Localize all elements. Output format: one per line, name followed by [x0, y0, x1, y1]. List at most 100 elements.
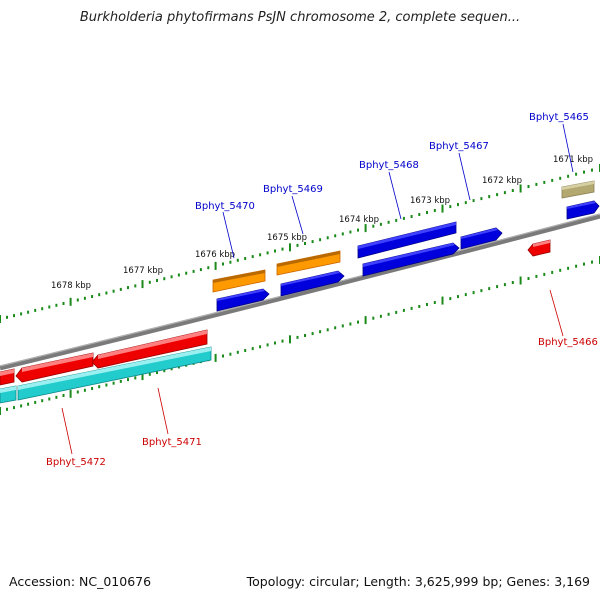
minor-tick	[480, 197, 483, 201]
leader-5470	[222, 211, 235, 259]
minor-tick	[236, 258, 239, 262]
minor-tick	[472, 291, 475, 295]
minor-tick	[527, 185, 530, 188]
cds-5473[interactable]	[0, 385, 17, 404]
minor-tick	[480, 289, 483, 293]
minor-tick	[192, 269, 195, 273]
minor-tick	[185, 271, 188, 275]
minor-tick	[395, 310, 398, 314]
minor-tick	[236, 350, 239, 354]
minor-tick	[535, 274, 538, 278]
gene-feature-5473[interactable]	[0, 368, 15, 386]
minor-tick	[112, 289, 115, 293]
minor-tick	[511, 281, 514, 284]
gene-label-5466[interactable]: Bphyt_5466	[538, 337, 598, 348]
minor-tick	[357, 320, 359, 324]
minor-tick	[319, 238, 322, 242]
gene-feature-5470-upper[interactable]	[212, 269, 266, 293]
gene-label-5469[interactable]: Bphyt_5469	[263, 184, 323, 195]
minor-tick	[379, 314, 382, 318]
cds-5469[interactable]	[280, 270, 345, 297]
minor-tick	[222, 262, 224, 266]
gene-feature-5466[interactable]	[527, 239, 551, 257]
minor-tick	[148, 280, 151, 284]
minor-tick	[503, 283, 506, 287]
minor-tick	[304, 242, 306, 245]
cds-5467[interactable]	[460, 227, 503, 250]
leader-5472	[61, 407, 73, 455]
minor-tick	[334, 234, 337, 238]
minor-tick	[134, 376, 137, 380]
scale-label-1675: 1675 kbp	[267, 233, 307, 243]
cds-5470[interactable]	[216, 288, 270, 312]
minor-tick	[527, 277, 530, 280]
minor-tick	[296, 335, 299, 339]
minor-tick	[105, 291, 108, 295]
minor-tick	[402, 216, 405, 220]
cds-5465[interactable]	[566, 200, 600, 220]
minor-tick	[472, 199, 475, 203]
minor-tick	[296, 243, 299, 247]
minor-tick	[349, 230, 352, 234]
gene-label-5467[interactable]: Bphyt_5467	[429, 141, 489, 152]
gene-label-5471[interactable]: Bphyt_5471	[142, 437, 202, 448]
gene-label-5468[interactable]: Bphyt_5468	[359, 160, 419, 171]
minor-tick	[259, 253, 262, 257]
minor-tick	[567, 174, 570, 178]
minor-tick	[311, 240, 314, 244]
minor-tick	[119, 379, 122, 383]
gene-feature-5465-upper[interactable]	[561, 180, 595, 199]
minor-tick	[395, 218, 398, 222]
minor-tick	[199, 268, 202, 272]
minor-tick	[319, 330, 322, 334]
leader-5466	[549, 289, 564, 337]
minor-tick	[426, 303, 428, 306]
major-tick	[141, 372, 144, 381]
minor-tick	[387, 220, 390, 224]
minor-tick	[496, 193, 499, 197]
minor-tick	[433, 209, 436, 212]
minor-tick	[55, 303, 58, 307]
minor-tick	[119, 287, 122, 291]
minor-tick	[341, 232, 344, 236]
minor-tick	[112, 381, 115, 385]
gene-feature-5469-upper[interactable]	[276, 250, 341, 276]
minor-tick	[583, 170, 585, 174]
major-tick	[289, 335, 291, 344]
major-tick	[141, 280, 144, 289]
minor-tick	[379, 222, 382, 226]
gene-feature-5472[interactable]	[15, 352, 94, 383]
minor-tick	[559, 176, 562, 180]
minor-tick	[163, 369, 166, 373]
cds-5471-5472[interactable]	[17, 346, 212, 401]
minor-tick	[98, 293, 101, 297]
minor-tick	[41, 399, 44, 403]
major-tick	[519, 276, 522, 285]
gene-label-5472[interactable]: Bphyt_5472	[46, 457, 106, 468]
minor-tick	[410, 306, 413, 310]
cds-5468-a[interactable]	[357, 221, 457, 259]
minor-tick	[496, 285, 499, 289]
minor-tick	[91, 295, 94, 298]
minor-tick	[418, 305, 421, 308]
minor-tick	[251, 347, 254, 351]
minor-tick	[281, 339, 284, 343]
minor-tick	[357, 228, 359, 232]
minor-tick	[62, 302, 65, 305]
minor-tick	[105, 383, 108, 387]
minor-tick	[41, 307, 44, 311]
scale-label-1672: 1672 kbp	[482, 176, 522, 186]
gene-label-5465[interactable]: Bphyt_5465	[529, 112, 589, 123]
cds-5468-b[interactable]	[362, 242, 460, 277]
minor-tick	[76, 390, 79, 394]
minor-tick	[20, 404, 23, 408]
minor-tick	[387, 312, 390, 316]
gene-label-5470[interactable]: Bphyt_5470	[195, 201, 255, 212]
minor-tick	[567, 266, 570, 270]
leader-5471	[157, 387, 169, 435]
minor-tick	[27, 402, 30, 406]
major-tick	[69, 389, 72, 398]
minor-tick	[591, 260, 593, 264]
minor-tick	[551, 270, 554, 274]
